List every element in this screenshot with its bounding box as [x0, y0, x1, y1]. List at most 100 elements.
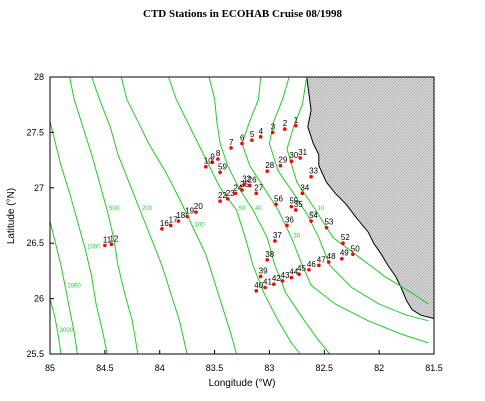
station-label: 48	[327, 252, 336, 261]
station-marker	[247, 183, 252, 188]
station-label: 6	[240, 133, 245, 142]
station-marker	[317, 263, 321, 268]
station-label: 22	[218, 191, 227, 200]
station-marker	[265, 258, 270, 262]
contour-line-100	[120, 76, 237, 355]
x-axis-title: Longitude (°W)	[209, 378, 276, 389]
station-marker	[210, 160, 215, 165]
station-label: 12	[109, 234, 118, 243]
station-marker	[103, 243, 107, 248]
station-label: 18	[176, 211, 185, 220]
station-label: 46	[307, 260, 316, 269]
station-label: 33	[309, 167, 318, 176]
station-marker	[280, 279, 285, 283]
map-title: CTD Stations in ECOHAB Cruise 08/1998	[143, 8, 342, 20]
station-marker	[340, 256, 344, 261]
station-marker	[298, 156, 302, 160]
station-label: 47	[317, 255, 326, 264]
land-mass	[306, 76, 435, 320]
station-marker	[285, 223, 289, 228]
contour-line-500	[69, 76, 139, 355]
contour-label: 30	[293, 234, 300, 240]
station-label: 29	[278, 156, 287, 165]
x-tick-label: 85	[45, 363, 55, 373]
station-label: 30	[289, 151, 298, 160]
station-label: 16	[160, 219, 169, 228]
station-label: 24	[233, 183, 242, 192]
station-marker	[309, 174, 313, 179]
y-tick-label: 27.5	[26, 127, 44, 137]
contour-line-30	[241, 76, 429, 344]
station-marker	[270, 130, 275, 135]
station-marker	[160, 226, 164, 231]
contour-line-1000	[49, 121, 108, 355]
station-label: 4	[259, 127, 264, 136]
station-label: 39	[259, 266, 268, 275]
station-marker	[278, 163, 283, 168]
station-marker	[233, 191, 238, 196]
station-marker	[216, 157, 220, 161]
station-label: 52	[341, 233, 350, 242]
plot-frame	[49, 76, 435, 355]
station-label: 59	[218, 162, 227, 171]
contour-line-40	[208, 76, 331, 355]
station-marker	[168, 223, 173, 228]
station-marker	[273, 239, 277, 243]
station-label: 49	[340, 249, 349, 258]
station-label: 32	[242, 174, 251, 183]
station-label: 55	[289, 197, 298, 206]
station-marker	[289, 159, 294, 164]
station-marker	[351, 252, 355, 257]
station-label: 36	[285, 215, 294, 224]
contour-line-50	[168, 76, 301, 355]
station-label: 3	[271, 122, 276, 131]
station-marker	[293, 208, 298, 212]
contour-line-2000	[49, 220, 78, 355]
station-marker	[240, 188, 244, 192]
contour-line-200	[91, 76, 188, 355]
x-tick-label: 84.5	[96, 363, 114, 373]
station-marker	[307, 267, 311, 272]
station-label: 5	[250, 130, 255, 139]
x-tick-label: 83.5	[206, 363, 224, 373]
y-tick-label: 28	[34, 72, 44, 82]
station-marker	[341, 241, 345, 245]
y-tick-label: 27	[34, 183, 44, 193]
station-label: 50	[351, 244, 360, 253]
y-tick-label: 26	[34, 294, 44, 304]
station-marker	[229, 146, 233, 150]
station-marker	[263, 285, 267, 290]
station-label: 56	[274, 194, 283, 203]
station-marker	[254, 289, 259, 293]
station-marker	[258, 135, 263, 139]
station-label: 54	[309, 211, 318, 220]
station-marker	[289, 204, 294, 209]
station-label: 17	[169, 215, 178, 224]
station-marker	[194, 210, 198, 214]
contour-label: 20	[310, 212, 317, 218]
station-marker	[282, 127, 287, 131]
contour-label: 500	[109, 206, 120, 212]
station-marker	[274, 202, 278, 207]
station-label: 40	[254, 281, 263, 290]
contour-line-3000	[49, 298, 62, 355]
station-marker	[176, 219, 181, 223]
contour-label: 1000	[87, 245, 101, 251]
station-label: 45	[297, 264, 306, 273]
station-label: 41	[263, 278, 272, 287]
y-tick-label: 25.5	[26, 349, 44, 359]
contour-line-10	[286, 76, 429, 305]
station-label: 35	[294, 200, 303, 209]
x-tick-label: 82.5	[316, 363, 334, 373]
station-label: 19	[185, 207, 194, 216]
station-label: 9	[210, 152, 215, 161]
station-marker	[324, 225, 329, 230]
station-label: 1	[294, 116, 299, 125]
station-marker	[242, 182, 246, 187]
station-label: 53	[324, 218, 333, 227]
contour-label: 3000	[60, 328, 74, 334]
station-marker	[300, 191, 305, 196]
station-marker	[326, 260, 331, 264]
